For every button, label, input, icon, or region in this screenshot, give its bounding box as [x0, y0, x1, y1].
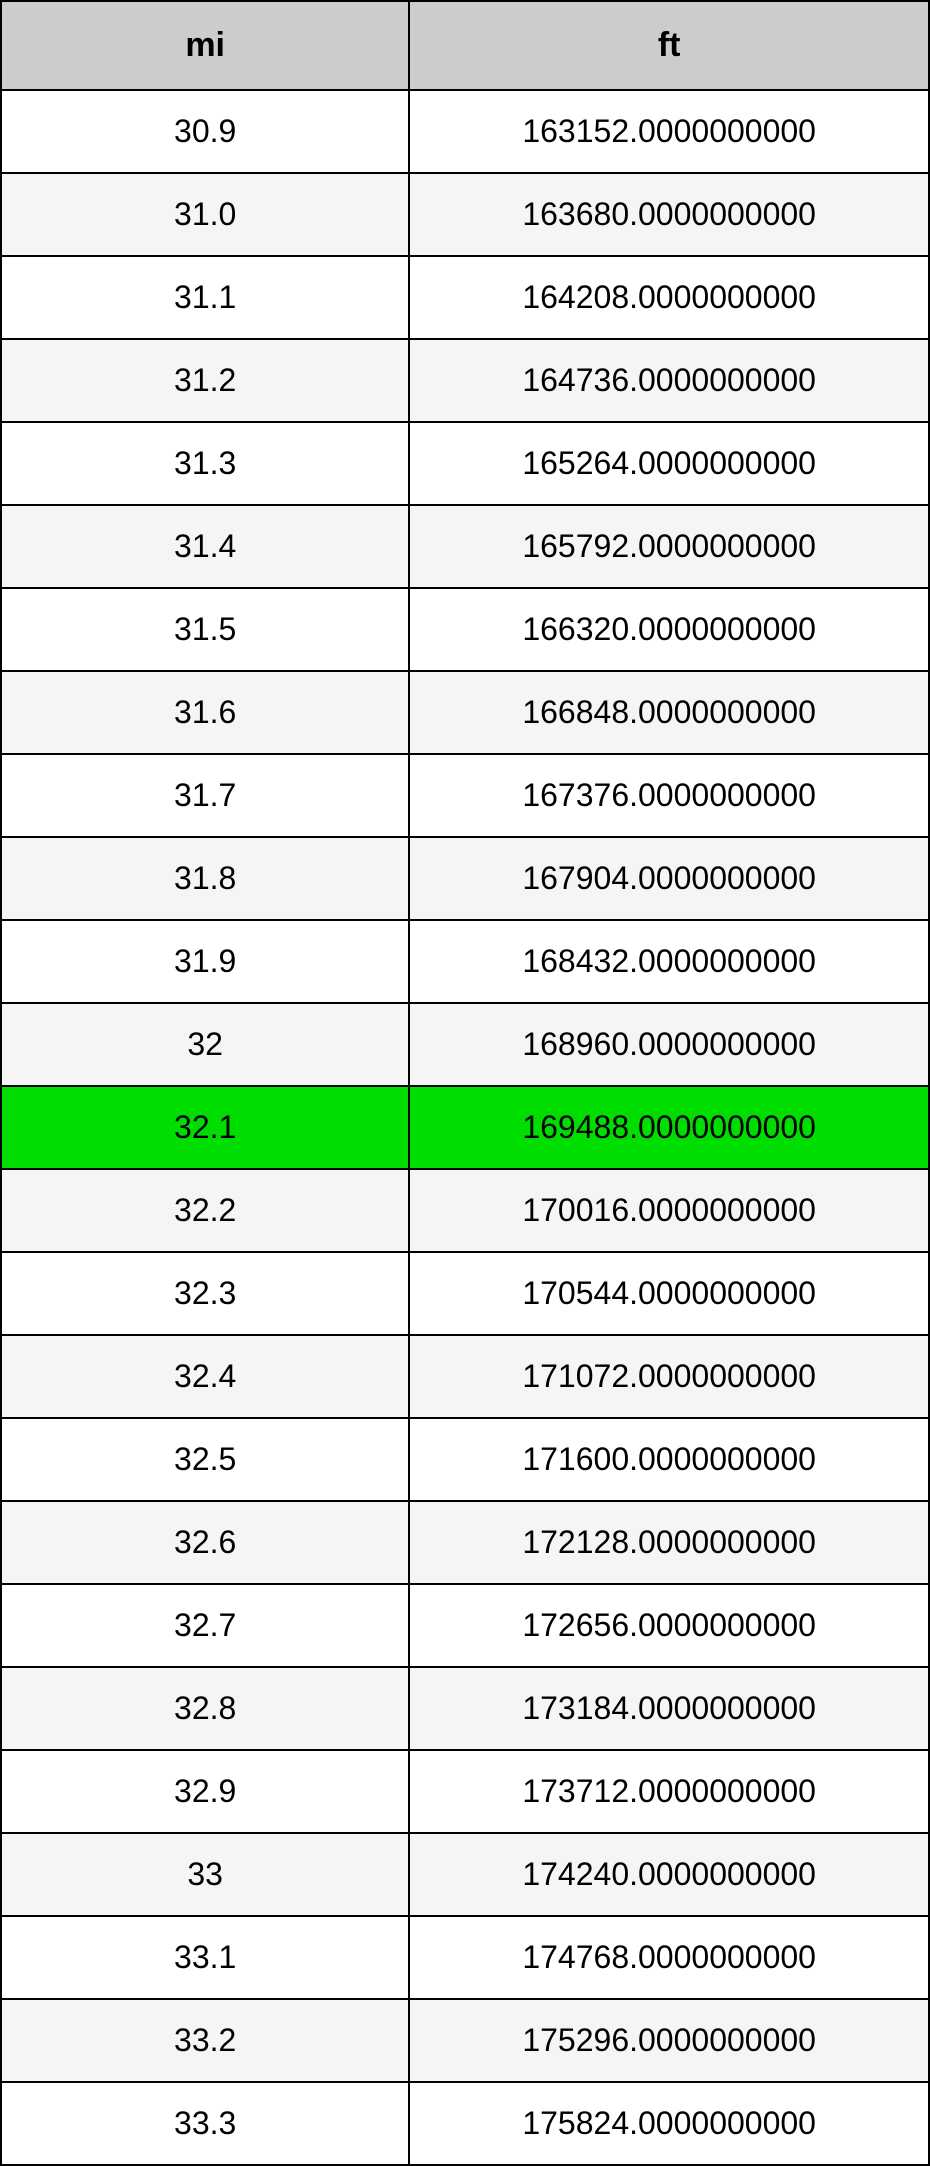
conversion-table: mi ft 30.9163152.000000000031.0163680.00…: [0, 0, 930, 2166]
table-row: 32.8173184.0000000000: [1, 1667, 929, 1750]
cell-mi: 32.5: [1, 1418, 409, 1501]
cell-mi: 32.1: [1, 1086, 409, 1169]
cell-ft: 175824.0000000000: [409, 2082, 929, 2165]
cell-mi: 32.8: [1, 1667, 409, 1750]
column-header-ft: ft: [409, 1, 929, 90]
cell-ft: 167376.0000000000: [409, 754, 929, 837]
table-row: 30.9163152.0000000000: [1, 90, 929, 173]
cell-ft: 165264.0000000000: [409, 422, 929, 505]
cell-ft: 166848.0000000000: [409, 671, 929, 754]
cell-ft: 164736.0000000000: [409, 339, 929, 422]
cell-mi: 31.9: [1, 920, 409, 1003]
cell-mi: 31.3: [1, 422, 409, 505]
table-row: 31.5166320.0000000000: [1, 588, 929, 671]
table-row: 31.2164736.0000000000: [1, 339, 929, 422]
cell-mi: 30.9: [1, 90, 409, 173]
cell-mi: 32: [1, 1003, 409, 1086]
table-row: 33.1174768.0000000000: [1, 1916, 929, 1999]
cell-ft: 174768.0000000000: [409, 1916, 929, 1999]
cell-mi: 32.6: [1, 1501, 409, 1584]
cell-ft: 168960.0000000000: [409, 1003, 929, 1086]
cell-mi: 32.9: [1, 1750, 409, 1833]
cell-mi: 31.5: [1, 588, 409, 671]
cell-ft: 171072.0000000000: [409, 1335, 929, 1418]
cell-ft: 171600.0000000000: [409, 1418, 929, 1501]
table-body: 30.9163152.000000000031.0163680.00000000…: [1, 90, 929, 2165]
table-row: 32.2170016.0000000000: [1, 1169, 929, 1252]
table-row: 32.3170544.0000000000: [1, 1252, 929, 1335]
table-row: 32.6172128.0000000000: [1, 1501, 929, 1584]
table-row: 32.1169488.0000000000: [1, 1086, 929, 1169]
cell-ft: 169488.0000000000: [409, 1086, 929, 1169]
cell-mi: 31.6: [1, 671, 409, 754]
cell-mi: 32.3: [1, 1252, 409, 1335]
table-row: 31.4165792.0000000000: [1, 505, 929, 588]
cell-mi: 31.0: [1, 173, 409, 256]
table-row: 31.8167904.0000000000: [1, 837, 929, 920]
cell-ft: 175296.0000000000: [409, 1999, 929, 2082]
cell-ft: 163152.0000000000: [409, 90, 929, 173]
cell-mi: 33.2: [1, 1999, 409, 2082]
table-row: 31.9168432.0000000000: [1, 920, 929, 1003]
table-row: 31.1164208.0000000000: [1, 256, 929, 339]
cell-mi: 31.7: [1, 754, 409, 837]
table-row: 32.9173712.0000000000: [1, 1750, 929, 1833]
cell-mi: 31.8: [1, 837, 409, 920]
cell-ft: 165792.0000000000: [409, 505, 929, 588]
table-row: 33174240.0000000000: [1, 1833, 929, 1916]
cell-mi: 33: [1, 1833, 409, 1916]
cell-ft: 166320.0000000000: [409, 588, 929, 671]
table-row: 31.6166848.0000000000: [1, 671, 929, 754]
table-row: 31.3165264.0000000000: [1, 422, 929, 505]
cell-mi: 33.3: [1, 2082, 409, 2165]
cell-mi: 32.7: [1, 1584, 409, 1667]
cell-ft: 164208.0000000000: [409, 256, 929, 339]
cell-mi: 31.1: [1, 256, 409, 339]
cell-ft: 170016.0000000000: [409, 1169, 929, 1252]
cell-ft: 172128.0000000000: [409, 1501, 929, 1584]
table-row: 33.3175824.0000000000: [1, 2082, 929, 2165]
cell-mi: 32.4: [1, 1335, 409, 1418]
cell-ft: 173712.0000000000: [409, 1750, 929, 1833]
cell-mi: 31.4: [1, 505, 409, 588]
cell-ft: 170544.0000000000: [409, 1252, 929, 1335]
cell-ft: 163680.0000000000: [409, 173, 929, 256]
cell-ft: 168432.0000000000: [409, 920, 929, 1003]
cell-mi: 32.2: [1, 1169, 409, 1252]
table-row: 32168960.0000000000: [1, 1003, 929, 1086]
cell-ft: 174240.0000000000: [409, 1833, 929, 1916]
table-row: 32.5171600.0000000000: [1, 1418, 929, 1501]
column-header-mi: mi: [1, 1, 409, 90]
cell-mi: 33.1: [1, 1916, 409, 1999]
table-row: 33.2175296.0000000000: [1, 1999, 929, 2082]
table-header-row: mi ft: [1, 1, 929, 90]
table-row: 31.7167376.0000000000: [1, 754, 929, 837]
cell-ft: 173184.0000000000: [409, 1667, 929, 1750]
table-row: 31.0163680.0000000000: [1, 173, 929, 256]
cell-ft: 167904.0000000000: [409, 837, 929, 920]
cell-mi: 31.2: [1, 339, 409, 422]
table-row: 32.7172656.0000000000: [1, 1584, 929, 1667]
cell-ft: 172656.0000000000: [409, 1584, 929, 1667]
table-row: 32.4171072.0000000000: [1, 1335, 929, 1418]
